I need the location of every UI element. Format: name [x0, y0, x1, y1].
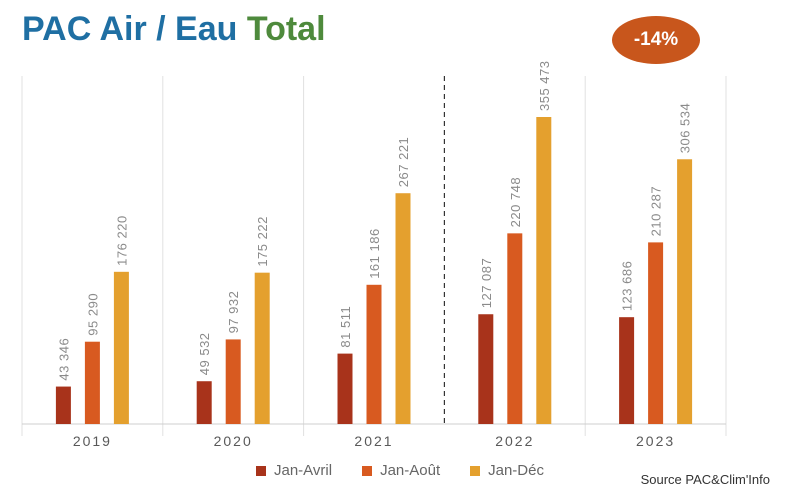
data-label: 49 532: [197, 332, 212, 375]
legend-swatch: [256, 465, 266, 476]
data-label: 176 220: [114, 215, 129, 266]
bar-2021-0: [337, 353, 353, 424]
data-label: 220 748: [508, 177, 523, 228]
data-label: 355 473: [537, 61, 552, 112]
data-label: 210 287: [649, 186, 664, 237]
change-badge: -14%: [612, 16, 700, 64]
bar-2020-0: [196, 381, 212, 424]
chart-title-part1: PAC Air / Eau: [22, 10, 238, 48]
bar-2022-2: [536, 117, 552, 424]
data-label: 127 087: [479, 258, 494, 309]
bar-2019-2: [113, 271, 129, 424]
data-label: 267 221: [396, 137, 411, 188]
bar-2023-2: [677, 159, 693, 425]
legend-swatch: [470, 465, 481, 476]
legend-label: Jan-Déc: [488, 462, 544, 479]
bar-2019-1: [84, 341, 100, 424]
data-label: 97 932: [226, 291, 241, 334]
bar-2020-1: [225, 339, 241, 424]
data-label: 306 534: [678, 103, 693, 154]
legend-item: Jan-Août: [362, 462, 440, 479]
data-label: 123 686: [620, 261, 635, 312]
bar-2021-2: [395, 193, 411, 424]
legend-label: Jan-Août: [380, 462, 441, 479]
bar-2022-0: [478, 314, 494, 424]
source-note: Source PAC&Clim'Info: [640, 472, 770, 487]
chart-title-part2: Total: [246, 10, 326, 48]
bar-2023-0: [619, 317, 635, 424]
x-tick-label: 2019: [73, 433, 112, 449]
x-tick-label: 2021: [354, 433, 393, 449]
data-label: 81 511: [338, 306, 353, 348]
data-label: 43 346: [56, 338, 71, 381]
chart-title: PAC Air / Eau Total: [22, 10, 326, 49]
bar-2021-1: [366, 284, 382, 424]
bar-2022-1: [507, 233, 523, 424]
legend-item: Jan-Avril: [256, 462, 332, 479]
legend-item: Jan-Déc: [470, 462, 544, 479]
bar-2023-1: [648, 242, 664, 424]
x-tick-label: 2020: [214, 433, 253, 449]
bar-2020-2: [254, 272, 270, 424]
legend-label: Jan-Avril: [274, 462, 333, 479]
legend: Jan-Avril Jan-Août Jan-Déc: [0, 462, 800, 479]
data-label: 95 290: [85, 293, 100, 336]
data-label: 175 222: [255, 216, 270, 267]
x-tick-label: 2023: [636, 433, 675, 449]
bar-2019-0: [55, 386, 71, 424]
x-tick-label: 2022: [495, 433, 534, 449]
data-label: 161 186: [367, 228, 382, 279]
bar-chart: 43 346 95 290 176 220 2019 49 532 97 932 175 2…: [21, 61, 727, 449]
legend-swatch: [362, 465, 373, 476]
